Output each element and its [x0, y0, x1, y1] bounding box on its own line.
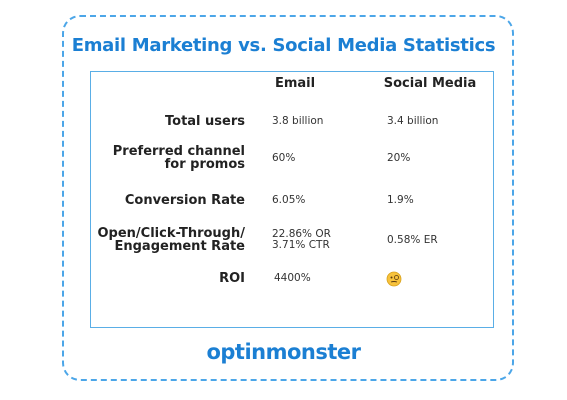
email-value: 60% — [272, 151, 296, 164]
row-label: Open/Click-Through/ — [97, 226, 246, 241]
email-value: 22.86% OR — [272, 228, 331, 240]
social-value: 20% — [387, 151, 411, 164]
column-header: Email — [274, 76, 316, 91]
email-value: 3.71% CTR — [272, 239, 330, 251]
logo: optinmonster — [206, 340, 361, 364]
table-box — [90, 71, 494, 328]
social-value: 1.9% — [387, 193, 414, 206]
emoji-icon — [386, 271, 402, 287]
email-value: 6.05% — [272, 193, 306, 206]
column-header: Social Media — [383, 76, 477, 91]
social-value: 0.58% ER — [387, 233, 438, 246]
email-value: 3.8 billion — [272, 114, 324, 127]
row-label: ROI — [219, 270, 245, 286]
dashed-frame — [62, 15, 514, 381]
row-label: Total users — [165, 113, 245, 129]
row-label: Engagement Rate — [114, 239, 245, 254]
row-label: Preferred channel — [112, 144, 245, 159]
title: Email Marketing vs. Social Media Statist… — [71, 35, 496, 56]
email-value: 4400% — [274, 271, 311, 284]
social-value: 3.4 billion — [387, 114, 439, 127]
row-label: for promos — [164, 157, 245, 172]
row-label: Conversion Rate — [124, 192, 245, 208]
